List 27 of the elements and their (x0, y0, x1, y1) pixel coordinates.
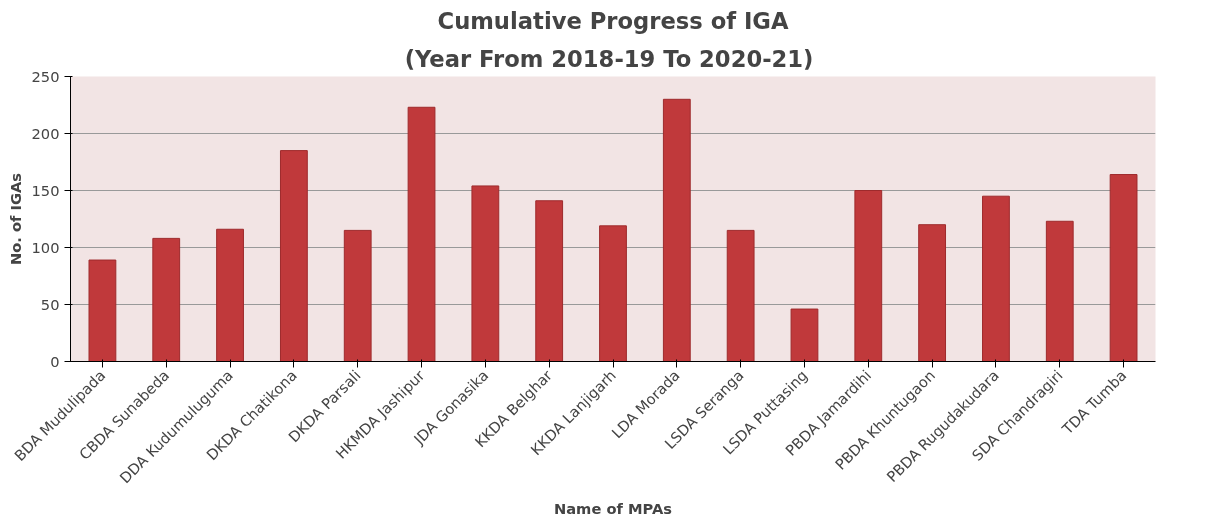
bar (279, 150, 308, 362)
y-axis-title: No. of IGAs (6, 172, 24, 266)
y-tick-label: 50 (40, 295, 60, 313)
bar (216, 228, 244, 362)
bar (982, 195, 1010, 362)
bar (1109, 174, 1138, 362)
bar (535, 200, 564, 362)
bar (790, 308, 819, 362)
y-tick-label: 250 (31, 67, 60, 85)
chart-title: Cumulative Progress of IGA (437, 7, 789, 34)
bar (471, 185, 500, 362)
x-axis-title: Name of MPAs (553, 500, 673, 518)
bar (599, 225, 627, 362)
bar (854, 190, 883, 362)
y-tick-label: 150 (31, 181, 60, 199)
bar (1045, 220, 1074, 362)
y-tick-label: 0 (50, 352, 60, 370)
bar (343, 229, 372, 362)
bar (152, 237, 181, 362)
chart-subtitle: (Year From 2018-19 To 2020-21) (404, 45, 814, 72)
y-tick-label: 200 (31, 124, 60, 142)
bar (88, 259, 117, 362)
bar (407, 106, 436, 362)
bar (662, 98, 691, 362)
y-tick-label: 100 (31, 238, 60, 256)
bar (726, 229, 755, 362)
bar (918, 224, 947, 362)
